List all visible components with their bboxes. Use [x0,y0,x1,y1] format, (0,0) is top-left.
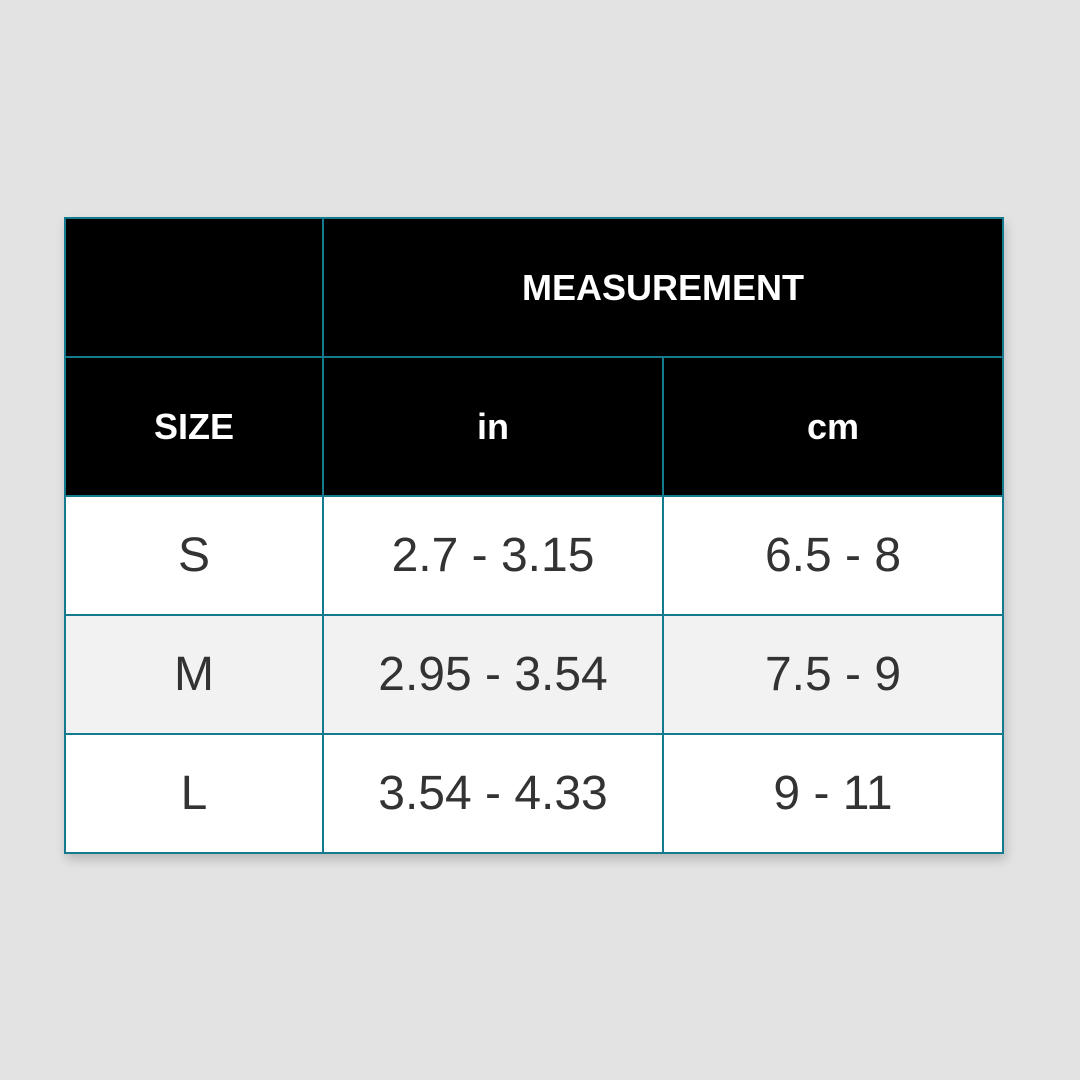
in-column-header: in [322,356,664,497]
in-cell: 2.95 - 3.54 [322,614,664,735]
size-chart-table: MEASUREMENT SIZE in cm S 2.7 - 3.15 6.5 … [64,217,1004,854]
header-row: SIZE in cm [64,356,1004,497]
empty-header-cell [64,217,324,358]
cm-cell: 6.5 - 8 [662,495,1004,616]
table-row: M 2.95 - 3.54 7.5 - 9 [64,614,1004,735]
cm-column-header: cm [662,356,1004,497]
in-cell: 3.54 - 4.33 [322,733,664,854]
size-column-header: SIZE [64,356,324,497]
size-cell: S [64,495,324,616]
size-cell: M [64,614,324,735]
header-group-row: MEASUREMENT [64,217,1004,358]
size-cell: L [64,733,324,854]
cm-cell: 9 - 11 [662,733,1004,854]
table-row: L 3.54 - 4.33 9 - 11 [64,733,1004,854]
cm-cell: 7.5 - 9 [662,614,1004,735]
in-cell: 2.7 - 3.15 [322,495,664,616]
table-row: S 2.7 - 3.15 6.5 - 8 [64,495,1004,616]
measurement-header: MEASUREMENT [322,217,1004,358]
